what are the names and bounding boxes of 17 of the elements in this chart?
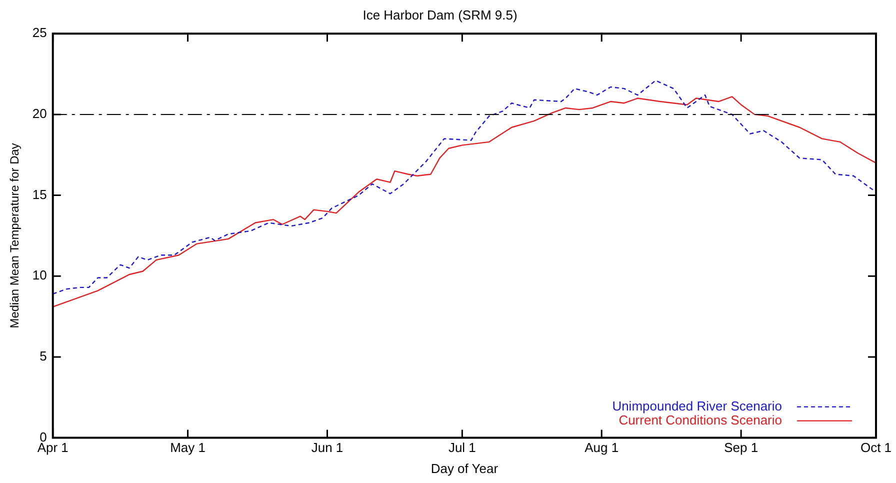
x-tick-label: Aug 1 (584, 440, 619, 456)
y-tick-label: 20 (32, 106, 47, 122)
y-tick-label: 5 (40, 348, 47, 364)
x-axis-title: Day of Year (430, 460, 499, 476)
x-tick-label: Oct 1 (860, 440, 892, 456)
y-tick-label: 25 (32, 25, 47, 40)
x-tick-label: Jul 1 (448, 440, 476, 456)
y-tick-label: 10 (32, 268, 47, 283)
y-tick-label: 15 (32, 186, 47, 202)
legend-label: Unimpounded River Scenario (612, 398, 782, 414)
y-axis-title: Median Mean Temperature for Day (8, 143, 22, 328)
x-tick-label: Jun 1 (311, 440, 344, 456)
x-tick-label: May 1 (170, 440, 206, 456)
x-tick-label: Sep 1 (724, 440, 758, 456)
legend-label: Current Conditions Scenario (618, 412, 782, 428)
y-tick-label: 0 (40, 429, 47, 444)
chart-title: Ice Harbor Dam (SRM 9.5) (362, 7, 518, 22)
